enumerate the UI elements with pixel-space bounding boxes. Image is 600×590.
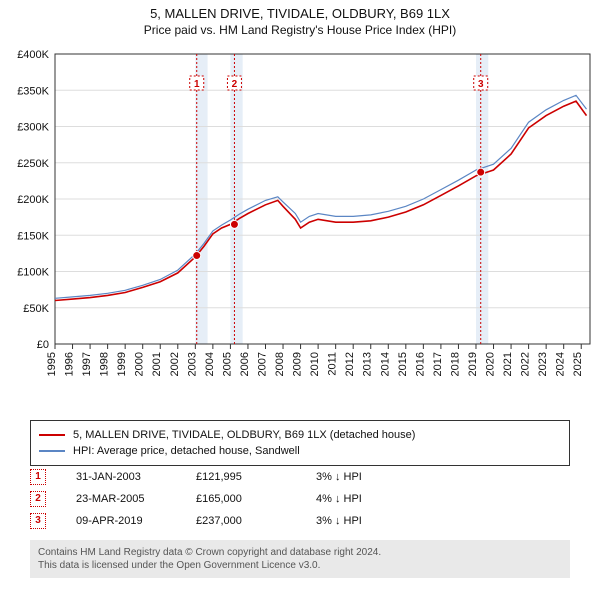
svg-text:1999: 1999 <box>116 352 128 376</box>
transaction-row: 1 31-JAN-2003£121,9953% ↓ HPI <box>30 466 570 488</box>
chart-svg: £0 £50K £100K £150K £200K £250K £300K £350K £400… <box>0 44 600 414</box>
svg-text:£150K: £150K <box>17 230 49 242</box>
svg-text:£50K: £50K <box>23 303 49 315</box>
transaction-date: 31-JAN-2003 <box>76 471 196 483</box>
transaction-price: £121,995 <box>196 471 316 483</box>
svg-text:1995: 1995 <box>46 352 58 376</box>
svg-text:2024: 2024 <box>555 352 567 376</box>
svg-text:2009: 2009 <box>292 352 304 376</box>
transactions-table: 131-JAN-2003£121,9953% ↓ HPI223-MAR-2005… <box>30 466 570 532</box>
page-subtitle: Price paid vs. HM Land Registry's House … <box>0 23 600 37</box>
svg-text:2019: 2019 <box>467 352 479 376</box>
svg-text:2005: 2005 <box>221 352 233 376</box>
svg-text:2000: 2000 <box>134 352 146 376</box>
svg-text:2: 2 <box>232 79 238 90</box>
svg-text:2012: 2012 <box>344 352 356 376</box>
legend-item-0: 5, MALLEN DRIVE, TIVIDALE, OLDBURY, B69 … <box>39 427 561 443</box>
svg-text:2004: 2004 <box>204 352 216 376</box>
svg-text:£200K: £200K <box>17 194 49 206</box>
chart-page: { "header": { "title": "5, MALLEN DRIVE,… <box>0 0 600 590</box>
svg-text:2008: 2008 <box>274 352 286 376</box>
svg-text:2025: 2025 <box>572 352 584 376</box>
legend-swatch <box>39 450 65 452</box>
transaction-delta: 4% ↓ HPI <box>316 493 436 505</box>
svg-text:2014: 2014 <box>379 352 391 376</box>
svg-text:2021: 2021 <box>502 352 514 376</box>
svg-text:1997: 1997 <box>81 352 93 376</box>
svg-text:£0: £0 <box>37 339 49 351</box>
svg-text:2001: 2001 <box>151 352 163 376</box>
transaction-date: 09-APR-2019 <box>76 515 196 527</box>
svg-text:2018: 2018 <box>449 352 461 376</box>
svg-text:£350K: £350K <box>17 85 49 97</box>
price-chart: £0 £50K £100K £150K £200K £250K £300K £350K £400… <box>0 44 600 414</box>
svg-text:1996: 1996 <box>64 352 76 376</box>
footer-attribution: Contains HM Land Registry data © Crown c… <box>30 540 570 578</box>
svg-text:£250K: £250K <box>17 158 49 170</box>
svg-text:3: 3 <box>478 79 484 90</box>
svg-text:2007: 2007 <box>256 352 268 376</box>
svg-text:1998: 1998 <box>99 352 111 376</box>
svg-text:2003: 2003 <box>186 352 198 376</box>
svg-text:1: 1 <box>194 79 200 90</box>
transaction-date: 23-MAR-2005 <box>76 493 196 505</box>
svg-text:£100K: £100K <box>17 267 49 279</box>
svg-text:£300K: £300K <box>17 122 49 134</box>
svg-text:£400K: £400K <box>17 49 49 61</box>
transaction-delta: 3% ↓ HPI <box>316 515 436 527</box>
svg-text:2017: 2017 <box>432 352 444 376</box>
svg-text:2016: 2016 <box>414 352 426 376</box>
svg-text:2002: 2002 <box>169 352 181 376</box>
legend-item-1: HPI: Average price, detached house, Sand… <box>39 443 561 459</box>
svg-text:2023: 2023 <box>537 352 549 376</box>
legend-label: HPI: Average price, detached house, Sand… <box>73 443 300 459</box>
legend-swatch <box>39 434 65 436</box>
transaction-price: £237,000 <box>196 515 316 527</box>
transaction-price: £165,000 <box>196 493 316 505</box>
transaction-badge: 2 <box>30 491 46 507</box>
transaction-badge: 3 <box>30 513 46 529</box>
svg-text:2006: 2006 <box>239 352 251 376</box>
svg-text:2011: 2011 <box>327 352 339 376</box>
svg-text:2015: 2015 <box>397 352 409 376</box>
svg-text:2020: 2020 <box>485 352 497 376</box>
transaction-delta: 3% ↓ HPI <box>316 471 436 483</box>
footer-line-2: This data is licensed under the Open Gov… <box>38 559 562 572</box>
svg-text:2013: 2013 <box>362 352 374 376</box>
legend: 5, MALLEN DRIVE, TIVIDALE, OLDBURY, B69 … <box>30 420 570 466</box>
footer-line-1: Contains HM Land Registry data © Crown c… <box>38 546 562 559</box>
legend-label: 5, MALLEN DRIVE, TIVIDALE, OLDBURY, B69 … <box>73 427 415 443</box>
svg-text:2022: 2022 <box>520 352 532 376</box>
svg-text:2010: 2010 <box>309 352 321 376</box>
page-title: 5, MALLEN DRIVE, TIVIDALE, OLDBURY, B69 … <box>0 6 600 21</box>
transaction-row: 2 23-MAR-2005£165,0004% ↓ HPI <box>30 488 570 510</box>
transaction-row: 3 09-APR-2019£237,0003% ↓ HPI <box>30 510 570 532</box>
transaction-badge: 1 <box>30 469 46 485</box>
